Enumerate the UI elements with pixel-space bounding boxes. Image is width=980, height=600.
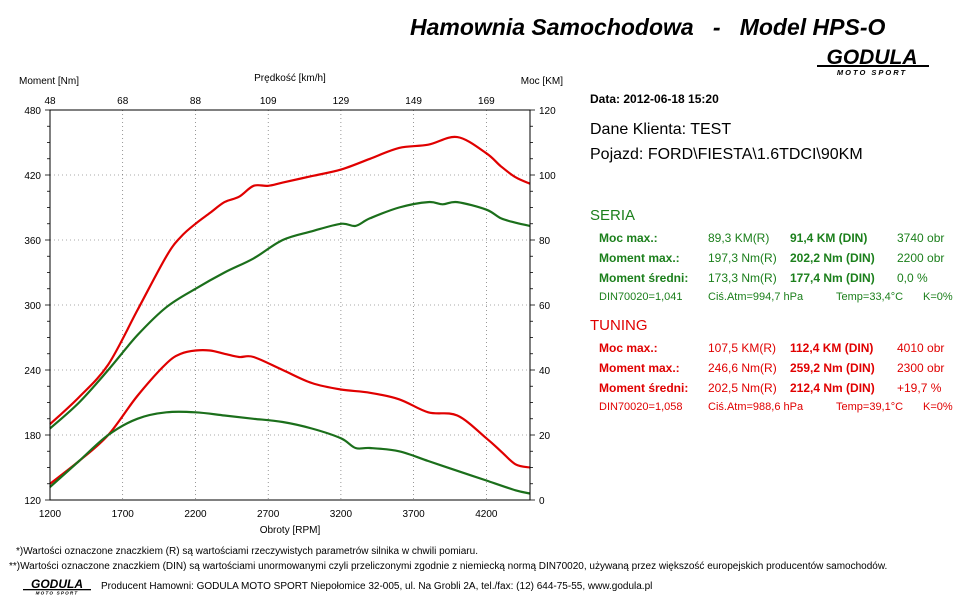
right-tick-label: 120: [539, 106, 556, 117]
series-line-torque-seria: [49, 200, 531, 430]
client-label: Dane Klienta: TEST: [590, 121, 732, 138]
seria-avg-r: 173,3 Nm(R): [708, 271, 777, 285]
right-tick-label: 100: [539, 171, 556, 182]
godula-logo: GODULA MOTO SPORT: [817, 46, 929, 76]
seria-power-label: Moc max.:: [599, 231, 658, 245]
date-label: Data: 2012-06-18 15:20: [590, 92, 719, 106]
left-tick-label: 240: [24, 366, 41, 377]
seria-temp: Temp=33,4°C: [836, 291, 904, 303]
seria-torque-rpm: 2200 obr: [897, 251, 945, 265]
left-tick-label: 420: [24, 171, 41, 182]
producer-info: Producent Hamowni: GODULA MOTO SPORT Nie…: [101, 581, 653, 592]
left-axis-label: Moment [Nm]: [19, 76, 79, 87]
x-tick-label: 3200: [330, 509, 353, 520]
bottom-axis-label: Obroty [RPM]: [260, 525, 321, 536]
footer-godula-logo: GODULA MOTO SPORT: [23, 577, 91, 596]
seria-power-r: 89,3 KM(R): [708, 231, 770, 245]
chart-grid: [50, 110, 530, 500]
logo-subtext: MOTO SPORT: [837, 68, 907, 76]
seria-atm: Ciś.Atm=994,7 hPa: [708, 291, 804, 303]
vehicle-label: Pojazd: FORD\FIESTA\1.6TDCI\90KM: [590, 146, 863, 163]
x-tick-label: 2200: [184, 509, 207, 520]
tuning-torque-din: 259,2 Nm (DIN): [790, 361, 875, 375]
seria-avg-pct: 0,0 %: [897, 271, 928, 285]
tuning-avg-r: 202,5 Nm(R): [708, 381, 777, 395]
right-tick-label: 60: [539, 301, 551, 312]
x-tick-label: 4200: [475, 509, 498, 520]
seria-torque-din: 202,2 Nm (DIN): [790, 251, 875, 265]
seria-power-din: 91,4 KM (DIN): [790, 231, 868, 245]
tuning-k: K=0%: [923, 401, 953, 413]
series-line-power-seria: [49, 410, 531, 495]
top-tick-label: 109: [260, 96, 277, 107]
top-tick-label: 149: [405, 96, 422, 107]
right-tick-label: 0: [539, 496, 545, 507]
tuning-power-rpm: 4010 obr: [897, 341, 945, 355]
top-axis-label: Prędkość [km/h]: [254, 73, 326, 84]
left-tick-label: 480: [24, 106, 41, 117]
note-din-values: **)Wartości oznaczone znaczkiem (DIN) są…: [9, 561, 888, 572]
seria-heading: SERIA: [590, 207, 636, 224]
seria-din-factor: DIN70020=1,041: [599, 291, 683, 303]
seria-torque-r: 197,3 Nm(R): [708, 251, 777, 265]
top-tick-label: 48: [44, 96, 56, 107]
tuning-heading: TUNING: [590, 317, 648, 334]
footer-logo-subtext: MOTO SPORT: [36, 591, 79, 596]
right-tick-label: 80: [539, 236, 551, 247]
tuning-temp: Temp=39,1°C: [836, 401, 904, 413]
tuning-torque-label: Moment max.:: [599, 361, 680, 375]
top-tick-label: 129: [333, 96, 350, 107]
x-tick-label: 2700: [257, 509, 280, 520]
tuning-atm: Ciś.Atm=988,6 hPa: [708, 401, 804, 413]
logo-text: GODULA: [827, 46, 918, 69]
tuning-torque-r: 246,6 Nm(R): [708, 361, 777, 375]
tuning-torque-rpm: 2300 obr: [897, 361, 945, 375]
x-tick-label: 1700: [112, 509, 135, 520]
page-title: Hamownia Samochodowa - Model HPS-O: [410, 14, 886, 40]
left-tick-label: 360: [24, 236, 41, 247]
top-tick-label: 169: [478, 96, 495, 107]
chart-curves: [49, 135, 531, 495]
tuning-avg-pct: +19,7 %: [897, 381, 942, 395]
seria-power-rpm: 3740 obr: [897, 231, 945, 245]
top-tick-label: 68: [117, 96, 129, 107]
top-tick-label: 88: [190, 96, 202, 107]
series-line-power-tuning: [49, 349, 531, 485]
seria-torque-label: Moment max.:: [599, 251, 680, 265]
series-line-torque-tuning: [49, 135, 531, 426]
tuning-avg-din: 212,4 Nm (DIN): [790, 381, 875, 395]
tuning-power-din: 112,4 KM (DIN): [790, 341, 874, 355]
tuning-avg-label: Moment średni:: [599, 381, 689, 395]
right-axis-label: Moc [KM]: [521, 76, 563, 87]
tuning-din-factor: DIN70020=1,058: [599, 401, 683, 413]
seria-avg-din: 177,4 Nm (DIN): [790, 271, 875, 285]
note-real-values: *)Wartości oznaczone znaczkiem (R) są wa…: [16, 546, 478, 557]
seria-k: K=0%: [923, 291, 953, 303]
right-tick-label: 40: [539, 366, 551, 377]
footer-logo-text: GODULA: [31, 577, 83, 591]
tuning-power-label: Moc max.:: [599, 341, 658, 355]
left-tick-label: 120: [24, 496, 41, 507]
left-tick-label: 300: [24, 301, 41, 312]
right-tick-label: 20: [539, 431, 551, 442]
tuning-power-r: 107,5 KM(R): [708, 341, 777, 355]
seria-avg-label: Moment średni:: [599, 271, 689, 285]
x-tick-label: 3700: [403, 509, 426, 520]
left-tick-label: 180: [24, 431, 41, 442]
x-tick-label: 1200: [39, 509, 62, 520]
